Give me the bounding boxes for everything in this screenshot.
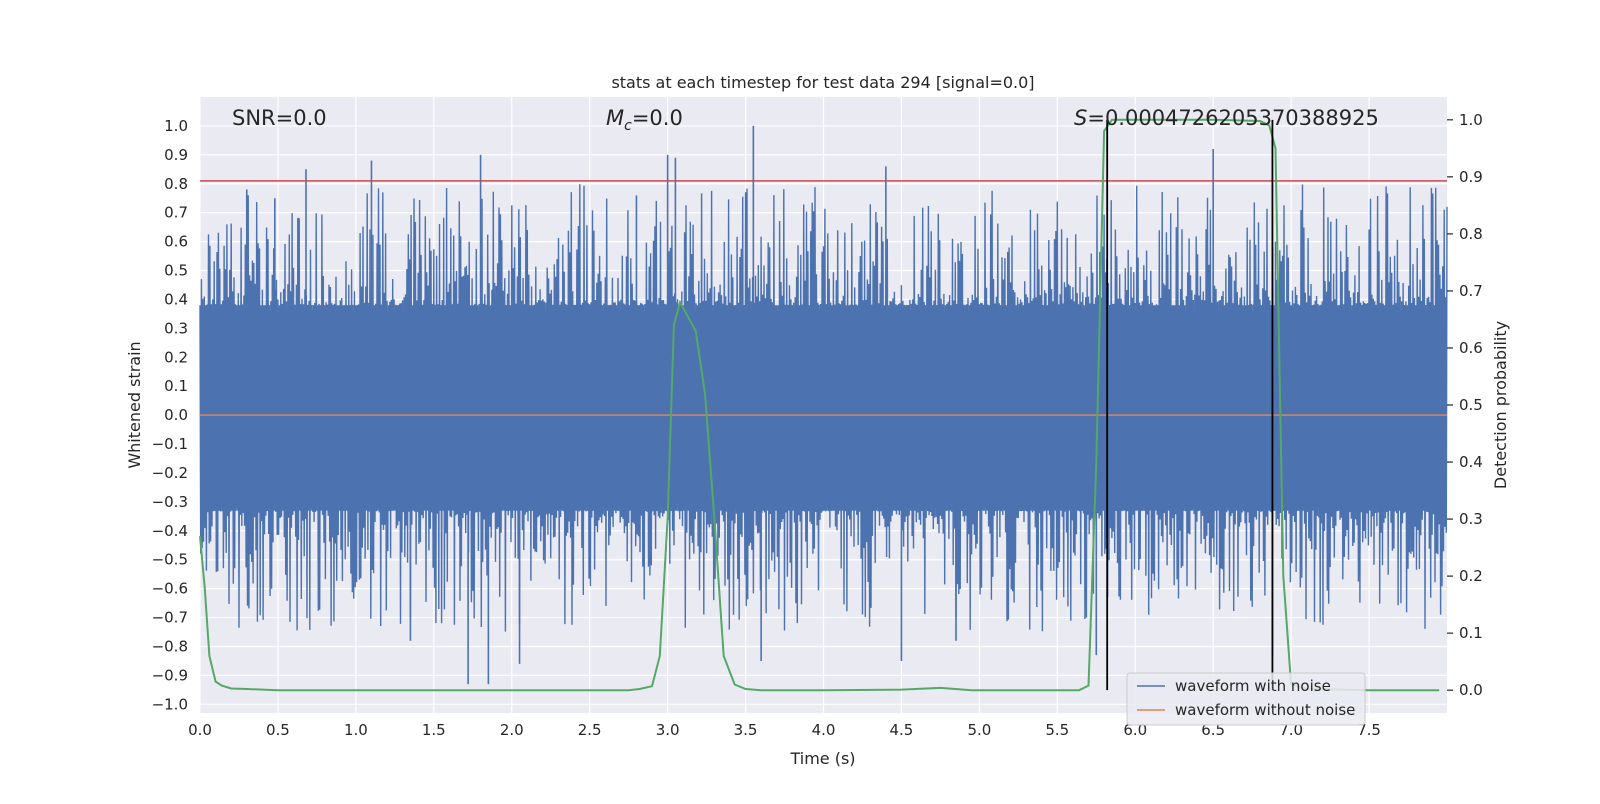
y-right-tick-label-9: 0.9 <box>1459 168 1483 186</box>
y-left-tick-label-8: −0.2 <box>152 464 188 482</box>
legend-box <box>1126 672 1366 726</box>
y-left-tick-label-17: 0.7 <box>164 204 188 222</box>
x-tick-label-9: 4.5 <box>890 721 914 739</box>
y-right-tick-label-3: 0.3 <box>1459 510 1483 528</box>
y-right-tick-label-1: 0.1 <box>1459 624 1483 642</box>
y-right-tick-label-6: 0.6 <box>1459 339 1483 357</box>
mc-symbol: M <box>606 106 624 130</box>
series-lines <box>199 118 1447 692</box>
mc-annotation: Mc=0.0 <box>606 106 683 134</box>
y-right-tick-label-7: 0.7 <box>1459 282 1483 300</box>
y-left-tick-label-13: 0.3 <box>164 319 188 337</box>
x-tick-label-6: 3.0 <box>656 721 680 739</box>
x-tick-label-3: 1.5 <box>422 721 446 739</box>
y-left-tick-label-15: 0.5 <box>164 262 188 280</box>
noise-series <box>199 125 1448 685</box>
y-left-tick-label-16: 0.6 <box>164 233 188 251</box>
noise-core <box>200 311 1447 508</box>
chart-title: stats at each timestep for test data 294… <box>611 73 1034 92</box>
y-left-tick-label-5: −0.5 <box>152 551 188 569</box>
x-tick-label-11: 5.5 <box>1045 721 1069 739</box>
y-left-tick-label-3: −0.7 <box>152 609 188 627</box>
y-right-tick-label-10: 1.0 <box>1459 111 1483 129</box>
mc-subscript: c <box>624 118 632 134</box>
y-left-tick-label-4: −0.6 <box>152 580 188 598</box>
y-left-tick-label-9: −0.1 <box>152 435 188 453</box>
x-tick-label-5: 2.5 <box>578 721 602 739</box>
x-tick-label-7: 3.5 <box>734 721 758 739</box>
y-axis-label-right: Detection probability <box>1491 321 1510 489</box>
y-left-tick-label-14: 0.4 <box>164 290 188 308</box>
s-symbol: S <box>1074 106 1087 130</box>
y-right-tick-label-0: 0.0 <box>1459 681 1483 699</box>
y-left-tick-label-18: 0.8 <box>164 175 188 193</box>
probability-line <box>199 118 1440 692</box>
y-left-tick-label-19: 0.9 <box>164 146 188 164</box>
x-tick-label-1: 0.5 <box>266 721 290 739</box>
y-left-tick-label-10: 0.0 <box>164 406 188 424</box>
x-axis-label: Time (s) <box>789 749 855 768</box>
legend-label-noise: waveform with noise <box>1175 677 1331 695</box>
x-tick-label-8: 4.0 <box>812 721 836 739</box>
y-right-tick-label-8: 0.8 <box>1459 225 1483 243</box>
y-left-tick-label-7: −0.3 <box>152 493 188 511</box>
y-left-tick-label-11: 0.1 <box>164 377 188 395</box>
snr-annotation: SNR=0.0 <box>232 106 327 130</box>
y-left-tick-label-20: 1.0 <box>164 117 188 135</box>
mc-value: =0.0 <box>632 106 683 130</box>
s-annotation: S=0.0004726205370388925 <box>1074 106 1379 130</box>
s-value: =0.0004726205370388925 <box>1087 106 1379 130</box>
y-right-tick-label-4: 0.4 <box>1459 453 1483 471</box>
y-right-tick-label-2: 0.2 <box>1459 567 1483 585</box>
y-axis-label-left: Whitened strain <box>125 341 144 468</box>
x-tick-label-15: 7.5 <box>1357 721 1381 739</box>
y-left-tick-label-1: −0.9 <box>152 666 188 684</box>
legend-label-clean: waveform without noise <box>1175 701 1355 719</box>
x-tick-label-2: 1.0 <box>344 721 368 739</box>
y-left-tick-label-2: −0.8 <box>152 637 188 655</box>
x-tick-label-0: 0.0 <box>188 721 212 739</box>
y-left-tick-label-6: −0.4 <box>152 522 188 540</box>
x-tick-label-10: 5.0 <box>967 721 991 739</box>
y-left-tick-label-12: 0.2 <box>164 348 188 366</box>
legend: waveform with noise waveform without noi… <box>1126 672 1366 726</box>
tick-layer: 0.0 0.5 1.0 1.5 2.0 2.5 3.0 3.5 4.0 4.5 5.0 5.5 6.0 6… <box>152 111 1483 739</box>
y-right-tick-label-5: 0.5 <box>1459 396 1483 414</box>
x-tick-label-4: 2.0 <box>500 721 524 739</box>
y-left-tick-label-0: −1.0 <box>152 695 188 713</box>
